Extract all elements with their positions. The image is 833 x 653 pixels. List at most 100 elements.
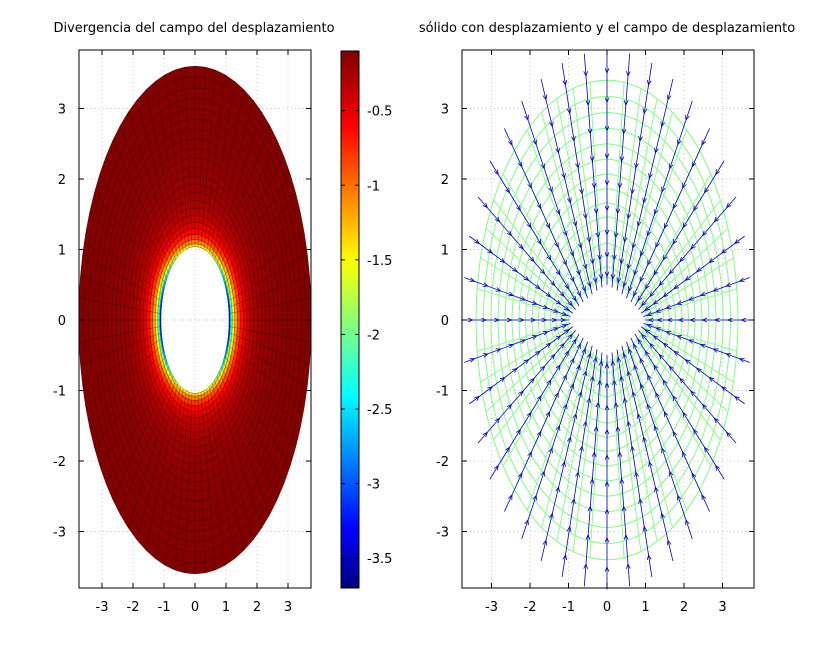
arrow-head (701, 230, 708, 237)
arrow-line (561, 349, 598, 577)
arrow-head (592, 277, 598, 284)
arrow-ray (630, 337, 710, 512)
heatmap-cell (194, 529, 205, 542)
arrow-head (586, 397, 592, 404)
arrow-head (542, 331, 549, 336)
arrow-head (619, 156, 625, 163)
colorbar-gradient (340, 50, 360, 589)
arrow-head (555, 147, 560, 154)
arrow-head (531, 300, 538, 305)
right-y-tick-label: 0 (441, 314, 449, 329)
deformed-mesh-radial (485, 330, 573, 413)
heatmap-cell (188, 157, 196, 168)
arrow-head (703, 446, 709, 453)
arrow-head (516, 205, 521, 212)
arrow-head (647, 317, 654, 323)
arrow-ray (540, 78, 593, 295)
arrow-head (658, 280, 664, 287)
mesh-radial-line (220, 367, 285, 484)
arrow-head (613, 401, 619, 408)
heatmap-cell (143, 319, 148, 330)
deformed-mesh-radial (480, 257, 570, 314)
heatmap-cell (186, 119, 196, 131)
heatmap-cell (268, 319, 274, 336)
heatmap-cell (194, 76, 205, 90)
mesh-radial-line (209, 89, 245, 254)
mesh-radial-line (136, 100, 179, 257)
arrow-head (663, 223, 669, 230)
arrow-head (561, 311, 568, 316)
right-y-tick-label: 3 (441, 103, 449, 118)
arrow-head (628, 347, 633, 354)
mesh-radial-line (227, 338, 308, 386)
mesh-radial-line (206, 81, 235, 252)
displacement-plot: sólido con desplazamiento y el campo de … (419, 21, 795, 615)
heatmap-cell (249, 308, 254, 321)
left-x-tick-label: -3 (96, 600, 109, 615)
left-y-tick-label: -1 (53, 385, 66, 400)
arrow-head (541, 317, 548, 323)
mesh-radial-line (82, 254, 163, 302)
heatmap-cell (194, 148, 203, 159)
arrow-head (583, 563, 588, 570)
arrow-head (626, 70, 631, 77)
mesh-radial-line (99, 174, 168, 279)
arrow-head (576, 269, 581, 276)
deformed-mesh-radial (572, 88, 599, 285)
arrow-head (633, 269, 638, 276)
arrow-head (555, 424, 561, 431)
arrow-head (508, 494, 513, 501)
mesh-radial-line (184, 393, 193, 573)
heatmap-cell (188, 463, 196, 474)
arrow-head (646, 554, 652, 561)
heatmap-cell (231, 312, 235, 321)
heatmap-cell (286, 301, 292, 321)
arrow-head (633, 343, 638, 350)
arrow-head (621, 128, 627, 135)
arrow-head (696, 367, 702, 373)
arrow-head (467, 317, 474, 323)
arrow-head (572, 221, 578, 228)
arrow-head (548, 447, 553, 454)
arrow-head (642, 108, 648, 115)
arrow-head (552, 308, 559, 313)
mesh-radial-line (105, 367, 170, 484)
arrow-ray (462, 317, 570, 323)
right-x-tick-label: -1 (562, 600, 575, 615)
arrow-head (619, 477, 625, 484)
arrow-head (604, 362, 610, 369)
arrow-head (566, 525, 572, 532)
arrow-line (640, 326, 745, 405)
arrow-head (493, 169, 499, 176)
heatmap-cell (78, 319, 85, 343)
deformed-mesh-radial (615, 88, 642, 285)
arrow-head (655, 327, 662, 332)
arrow-head (631, 390, 637, 397)
heatmap-cell (186, 519, 196, 532)
heatmap-cell (273, 303, 279, 321)
arrow-head (583, 70, 588, 77)
mesh-ring-line (128, 175, 262, 465)
heatmap-cell (268, 304, 274, 321)
arrow-ray (504, 337, 584, 512)
arrow-head (564, 328, 570, 335)
arrow-head (593, 208, 599, 215)
mesh-radial-line (94, 192, 166, 284)
heatmap-cell (152, 319, 156, 329)
arrow-head (569, 250, 575, 257)
arrow-head (555, 486, 560, 493)
heatmap-cell (194, 438, 201, 448)
heatmap-cell (111, 319, 117, 337)
deformed-mesh-radial (493, 199, 575, 306)
arrow-head (571, 497, 576, 504)
right-y-tick-label: -2 (436, 455, 449, 470)
mesh-ring-line (160, 246, 230, 394)
arrow-head (597, 254, 602, 261)
heatmap-cell (88, 299, 95, 321)
arrow-head (623, 100, 629, 107)
heatmap-cell (194, 207, 200, 217)
arrow-ray (643, 277, 750, 318)
deformed-mesh-radial (644, 326, 734, 383)
arrow-ray (630, 128, 710, 303)
arrow-head (703, 187, 709, 194)
